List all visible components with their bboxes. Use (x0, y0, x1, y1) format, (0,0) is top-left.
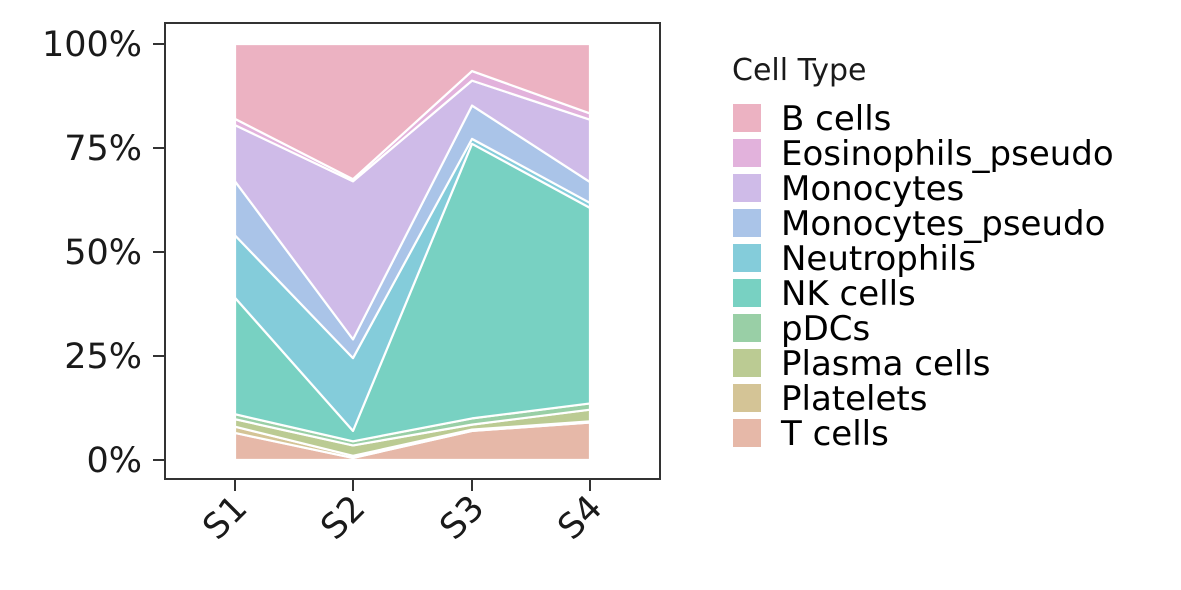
legend-key-pdcs (733, 314, 761, 342)
x-tick-label: S4 (551, 488, 611, 548)
y-axis: 0% 25% 50% 75% 100% (42, 25, 165, 481)
y-tick-label: 25% (64, 337, 142, 377)
legend-items: B cellsEosinophils_pseudoMonocytesMonocy… (733, 99, 1114, 454)
x-tick-label: S3 (433, 488, 493, 548)
legend-label-platelets: Platelets (781, 379, 927, 419)
y-tick-label: 75% (64, 129, 142, 169)
legend-key-monocytes (733, 174, 761, 202)
legend-key-t-cells (733, 419, 761, 447)
y-tick-label: 100% (42, 25, 142, 65)
x-tick-label: S2 (314, 488, 374, 548)
legend-key-eosinophils-pseudo (733, 139, 761, 167)
legend-key-plasma-cells (733, 349, 761, 377)
legend-key-platelets (733, 384, 761, 412)
legend-key-monocytes-pseudo (733, 209, 761, 237)
y-tick-label: 0% (86, 441, 142, 481)
y-tick-label: 50% (64, 233, 142, 273)
legend-label-nk-cells: NK cells (781, 274, 916, 314)
legend-label-monocytes-pseudo: Monocytes_pseudo (781, 204, 1105, 244)
x-axis: S1 S2 S3 S4 (196, 479, 611, 548)
legend-key-nk-cells (733, 279, 761, 307)
legend-title: Cell Type (732, 53, 867, 88)
legend-label-t-cells: T cells (780, 414, 889, 454)
legend-label-neutrophils: Neutrophils (781, 239, 976, 279)
legend-label-b-cells: B cells (781, 99, 891, 139)
x-tick-label: S1 (196, 488, 256, 548)
legend-label-pdcs: pDCs (781, 309, 870, 349)
legend-label-eosinophils-pseudo: Eosinophils_pseudo (781, 134, 1114, 174)
area-layers (233, 42, 592, 462)
legend-label-monocytes: Monocytes (781, 169, 964, 209)
legend-label-plasma-cells: Plasma cells (781, 344, 990, 384)
legend-key-neutrophils (733, 244, 761, 272)
legend-key-b-cells (733, 104, 761, 132)
legend: Cell Type B cellsEosinophils_pseudoMonoc… (732, 53, 1114, 454)
area-b-cells (233, 42, 592, 181)
